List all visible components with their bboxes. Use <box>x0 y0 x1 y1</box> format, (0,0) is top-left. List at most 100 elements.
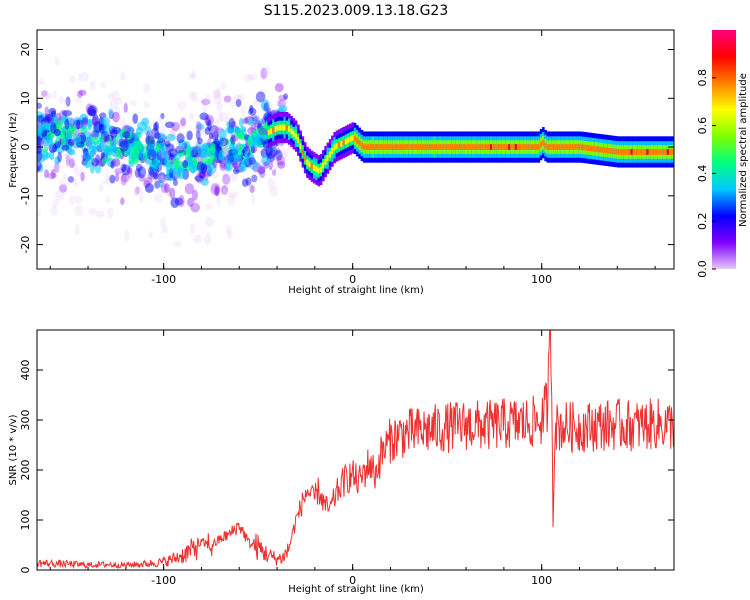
spectrogram-cell <box>164 154 169 167</box>
spectrogram-cell <box>594 146 597 152</box>
spectrogram-cell <box>664 149 668 155</box>
spectrogram-cell <box>192 234 203 244</box>
spectrogram-cell <box>205 94 211 104</box>
spectrogram-cell <box>52 144 57 153</box>
spectrogram-cell <box>191 91 199 103</box>
spectrogram-cell <box>61 181 69 189</box>
spectrogram-cell <box>480 144 484 150</box>
spectrogram-cell <box>102 179 111 186</box>
spectrogram-cell <box>208 116 216 126</box>
spectrogram-cell <box>72 177 79 188</box>
spectrogram-cell <box>204 126 211 136</box>
spectrogram-cell <box>50 206 59 216</box>
spectrogram-cell <box>119 140 129 152</box>
spectrogram-cell <box>210 143 216 151</box>
spectrogram-cell <box>172 178 178 186</box>
spectrogram-cell <box>242 128 247 137</box>
spectrogram-cell <box>101 140 106 153</box>
spectrogram-cell <box>326 155 330 162</box>
spectrogram-cell <box>188 112 195 122</box>
spectrogram-cell <box>632 149 636 155</box>
spectrogram-cell <box>37 161 42 171</box>
spectrogram-cell <box>212 93 223 105</box>
spectrogram-cell <box>109 129 118 138</box>
spectrogram-cell <box>204 217 215 228</box>
spectrogram-cell <box>114 167 124 175</box>
spectrogram-cell <box>37 209 42 217</box>
spectrogram-cell <box>666 149 670 155</box>
spectrogram-cell <box>573 144 577 150</box>
spectrogram-y-tick-label: -10 <box>19 187 32 205</box>
spectrogram-cell <box>232 155 240 163</box>
spectrogram-cell <box>567 144 570 150</box>
spectrogram-cell <box>340 140 343 147</box>
spectrogram-cell <box>351 134 355 141</box>
spectrogram-cell <box>127 166 133 178</box>
spectrogram-cell <box>37 137 45 147</box>
spectrogram-cell <box>269 128 273 135</box>
spectrogram-cell <box>383 144 386 150</box>
spectrogram-cell <box>115 106 121 118</box>
spectrogram-cell <box>358 140 361 147</box>
spectrogram-cell <box>442 144 445 150</box>
spectrogram-cell <box>216 197 221 206</box>
spectrogram-cell <box>37 127 44 135</box>
spectrogram-cell <box>133 185 143 196</box>
spectrogram-y-axis-label: Frequency (Hz) <box>8 112 19 188</box>
spectrogram-cell <box>223 141 228 153</box>
spectrogram-cell <box>53 128 61 137</box>
spectrogram-cell <box>213 88 221 98</box>
spectrogram-cell <box>208 132 214 140</box>
spectrogram-cell <box>269 186 278 197</box>
spectrogram-cell <box>385 144 389 150</box>
spectrogram-cell <box>99 112 107 119</box>
spectrogram-cell <box>249 184 255 194</box>
spectrogram-cell <box>576 144 579 150</box>
spectrogram-cell <box>220 82 226 91</box>
spectrogram-cell <box>115 97 123 105</box>
spectrogram-cell <box>74 205 84 217</box>
spectrogram-cell <box>259 133 269 141</box>
spectrogram-cell <box>153 171 159 180</box>
spectrogram-cell <box>188 73 194 80</box>
spectrogram-cell <box>105 196 111 204</box>
spectrogram-cell <box>190 202 200 213</box>
spectrogram-cell <box>521 144 525 150</box>
spectrogram-cell <box>226 159 231 171</box>
spectrogram-cell <box>107 93 115 100</box>
spectrogram-cell <box>187 197 195 207</box>
spectrogram-cell <box>65 161 74 169</box>
spectrogram-cell <box>78 89 87 96</box>
spectrogram-cell <box>226 229 233 240</box>
spectrogram-cell <box>138 192 144 203</box>
spectrogram-cell <box>646 149 650 155</box>
spectrogram-cell <box>260 67 268 80</box>
spectrogram-cell <box>208 125 219 135</box>
spectrogram-cell <box>174 197 184 206</box>
colorbar: 0.0 0.2 0.4 0.6 0.8 Normalized spectral ampl… <box>696 30 749 278</box>
spectrogram-cell <box>319 166 323 173</box>
spectrogram-cell <box>281 98 287 106</box>
spectrogram-cell <box>263 160 270 169</box>
spectrogram-cell <box>140 149 146 161</box>
spectrogram-cell <box>356 137 359 144</box>
spectrogram-cell <box>222 169 228 179</box>
spectrogram-cell <box>224 138 230 148</box>
spectrogram-cell <box>74 223 80 236</box>
spectrogram-cell <box>164 121 175 129</box>
spectrogram-cell <box>158 186 166 194</box>
spectrogram-cell <box>530 144 534 150</box>
spectrogram-cell <box>129 99 138 107</box>
spectrogram-cell <box>44 106 50 117</box>
spectrogram-cell <box>247 73 258 81</box>
spectrogram-cell <box>67 138 75 147</box>
colorbar-tick-label: 0.6 <box>696 117 709 135</box>
spectrogram-cell <box>156 132 166 142</box>
spectrogram-cell <box>225 224 232 234</box>
spectrogram-cell <box>95 210 105 219</box>
spectrogram-cell <box>430 144 434 150</box>
spectrogram-cell <box>110 160 115 169</box>
spectrogram-cell <box>109 174 116 184</box>
spectrogram-cell <box>91 158 99 167</box>
spectrogram-cell <box>544 142 547 149</box>
